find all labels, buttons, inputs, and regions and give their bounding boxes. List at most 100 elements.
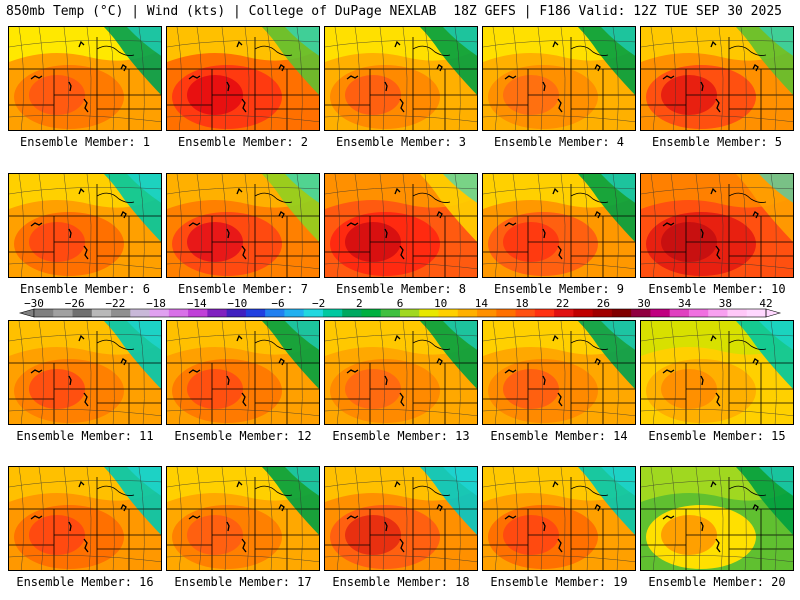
ensemble-member-caption: Ensemble Member: 20	[648, 575, 786, 589]
ensemble-member-map	[640, 173, 794, 278]
colorbar-tick-label: 14	[474, 297, 488, 310]
ensemble-member-map	[482, 466, 636, 571]
colorbar-tick-label: −6	[271, 297, 285, 310]
colorbar-tick-label: −14	[186, 297, 207, 310]
ensemble-member-map	[324, 173, 478, 278]
colorbar-cell	[573, 309, 594, 317]
colorbar-cell	[669, 309, 690, 317]
colorbar-cell	[72, 309, 93, 317]
ensemble-member-caption: Ensemble Member: 1	[19, 135, 151, 149]
colorbar-cell	[611, 309, 632, 317]
colorbar-cell	[265, 309, 285, 317]
colorbar-cell	[438, 309, 459, 317]
ensemble-member-caption: Ensemble Member: 8	[335, 282, 467, 296]
colorbar-tick-label: −26	[64, 297, 85, 310]
ensemble-member-map	[166, 173, 320, 278]
header-title-right: 18Z GEFS | F186 Valid: 12Z TUE SEP 30 20…	[453, 4, 782, 19]
ensemble-member-caption: Ensemble Member: 5	[651, 135, 783, 149]
ensemble-member-caption: Ensemble Member: 3	[335, 135, 467, 149]
ensemble-member-map	[166, 26, 320, 131]
colorbar-tick-label: −30	[24, 297, 44, 310]
ensemble-member-caption: Ensemble Member: 9	[493, 282, 625, 296]
ensemble-member-caption: Ensemble Member: 18	[332, 575, 470, 589]
ensemble-member-map	[482, 320, 636, 425]
colorbar-tick-label: 2	[356, 297, 363, 310]
ensemble-member-caption: Ensemble Member: 7	[177, 282, 309, 296]
colorbar-cell	[342, 309, 362, 317]
colorbar-cell	[515, 309, 536, 317]
ensemble-member-caption: Ensemble Member: 13	[332, 429, 470, 443]
colorbar-cell	[708, 309, 728, 317]
ensemble-member-map	[640, 26, 794, 131]
colorbar-tick-label: 10	[434, 297, 448, 310]
colorbar-tick-label: 30	[637, 297, 651, 310]
colorbar-cell	[322, 309, 343, 317]
colorbar-tick-label: 26	[596, 297, 610, 310]
colorbar-tick-label: −18	[146, 297, 166, 310]
colorbar-outline	[33, 308, 767, 318]
colorbar-cell	[554, 309, 574, 317]
colorbar-cell	[477, 309, 497, 317]
header-title-left: 850mb Temp (°C) | Wind (kts) | College o…	[6, 4, 437, 19]
colorbar-tick-label: −22	[105, 297, 126, 310]
colorbar-arrow-right	[765, 308, 782, 318]
ensemble-member-map	[324, 26, 478, 131]
ensemble-member-map	[324, 320, 478, 425]
ensemble-member-caption: Ensemble Member: 17	[174, 575, 312, 589]
ensemble-member-caption: Ensemble Member: 16	[16, 575, 154, 589]
ensemble-member-map	[8, 173, 162, 278]
ensemble-member-map	[482, 26, 636, 131]
ensemble-member-caption: Ensemble Member: 6	[19, 282, 151, 296]
ensemble-member-map	[166, 466, 320, 571]
colorbar-tick-label: −10	[227, 297, 248, 310]
colorbar-cell	[400, 309, 420, 317]
ensemble-member-map	[324, 466, 478, 571]
colorbar-cell	[746, 309, 767, 317]
colorbar-cell	[284, 309, 305, 317]
colorbar-cell	[380, 309, 401, 317]
colorbar-cell	[419, 309, 439, 317]
ensemble-member-map	[166, 320, 320, 425]
colorbar-cell	[53, 309, 73, 317]
colorbar-cell	[688, 309, 709, 317]
ensemble-member-map	[8, 466, 162, 571]
colorbar-cell	[91, 309, 112, 317]
ensemble-member-caption: Ensemble Member: 12	[174, 429, 312, 443]
ensemble-member-caption: Ensemble Member: 19	[490, 575, 628, 589]
colorbar-tick-label: 34	[678, 297, 692, 310]
colorbar-cell	[457, 309, 478, 317]
colorbar-tick-label: 18	[515, 297, 529, 310]
colorbar-cell	[34, 309, 54, 317]
colorbar-cell	[111, 309, 131, 317]
colorbar-cell	[207, 309, 228, 317]
colorbar-cell	[534, 309, 555, 317]
colorbar-cell	[631, 309, 651, 317]
colorbar-cell	[592, 309, 613, 317]
colorbar-cell	[727, 309, 748, 317]
ensemble-member-map	[8, 320, 162, 425]
colorbar-cell	[245, 309, 266, 317]
colorbar-cell	[361, 309, 382, 317]
ensemble-member-caption: Ensemble Member: 2	[177, 135, 309, 149]
colorbar-arrow-left	[18, 308, 35, 318]
ensemble-member-map	[8, 26, 162, 131]
colorbar-tick-label: 42	[759, 297, 773, 310]
colorbar-cell	[188, 309, 208, 317]
colorbar-tick-label: 38	[718, 297, 732, 310]
colorbar-cell	[496, 309, 516, 317]
ensemble-member-map	[482, 173, 636, 278]
ensemble-member-caption: Ensemble Member: 4	[493, 135, 625, 149]
colorbar-cell	[650, 309, 671, 317]
ensemble-member-caption: Ensemble Member: 14	[490, 429, 628, 443]
ensemble-member-caption: Ensemble Member: 15	[648, 429, 786, 443]
colorbar-tick-label: −2	[312, 297, 326, 310]
ensemble-member-caption: Ensemble Member: 11	[16, 429, 154, 443]
ensemble-member-map	[640, 320, 794, 425]
colorbar-tick-label: 22	[556, 297, 570, 310]
colorbar-tick-label: 6	[396, 297, 404, 310]
colorbar-cell	[168, 309, 189, 317]
colorbar-cell	[226, 309, 247, 317]
colorbar-cell	[149, 309, 170, 317]
temperature-colorbar	[18, 308, 782, 318]
colorbar-cell	[303, 309, 324, 317]
